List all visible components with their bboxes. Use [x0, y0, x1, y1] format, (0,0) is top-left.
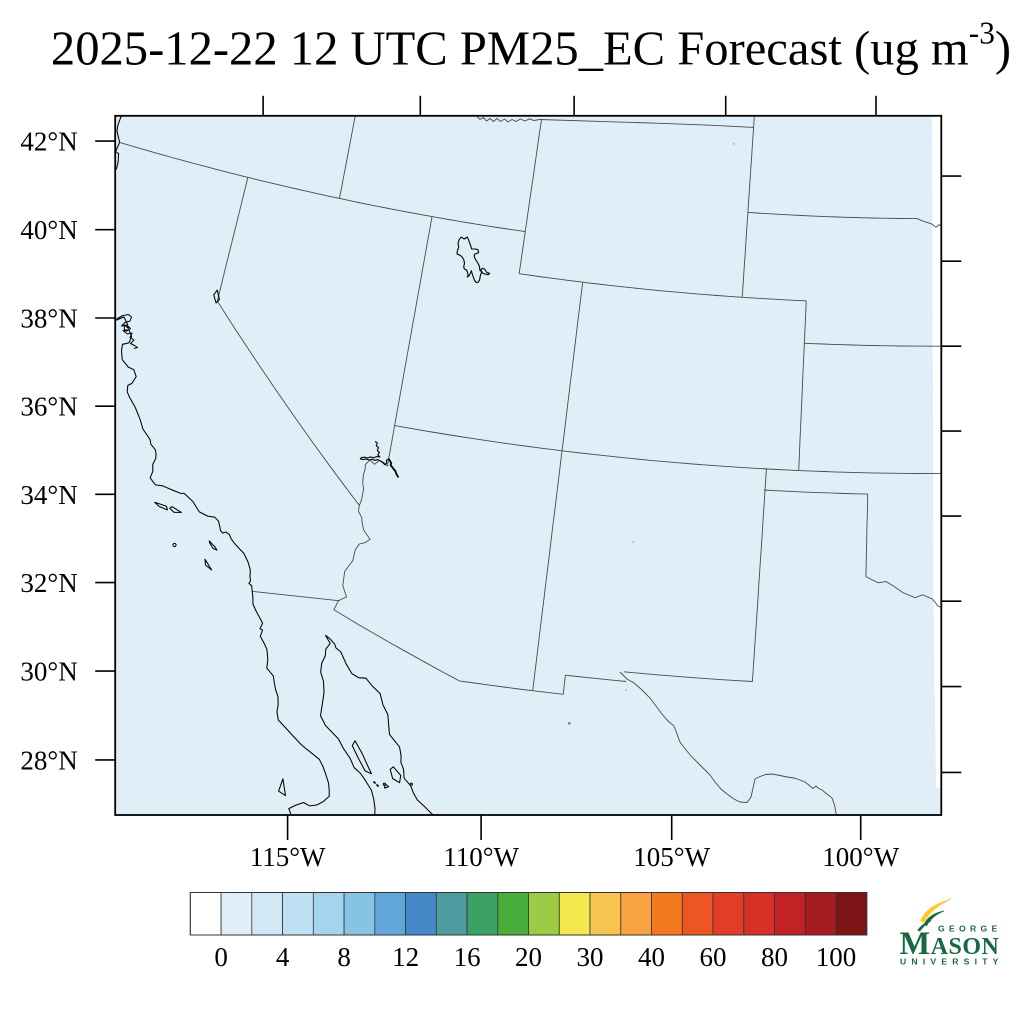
svg-text:32°N: 32°N	[20, 568, 77, 598]
svg-text:80: 80	[761, 942, 788, 972]
svg-text:34°N: 34°N	[20, 480, 77, 510]
svg-text:16: 16	[454, 942, 481, 972]
svg-text:110°W: 110°W	[443, 842, 519, 872]
svg-text:42°N: 42°N	[20, 127, 77, 157]
svg-text:20: 20	[515, 942, 542, 972]
svg-text:36°N: 36°N	[20, 392, 77, 422]
svg-text:2025-12-22 12 UTC PM25_EC Fore: 2025-12-22 12 UTC PM25_EC Forecast (ug m…	[51, 16, 1011, 76]
svg-text:38°N: 38°N	[20, 304, 77, 334]
svg-text:115°W: 115°W	[250, 842, 326, 872]
svg-text:GEORGE: GEORGE	[938, 924, 1002, 934]
svg-text:105°W: 105°W	[633, 842, 710, 872]
svg-text:28°N: 28°N	[20, 745, 77, 775]
svg-text:30°N: 30°N	[20, 657, 77, 687]
svg-text:8: 8	[337, 942, 351, 972]
svg-text:100: 100	[816, 942, 857, 972]
svg-text:60: 60	[700, 942, 727, 972]
svg-text:100°W: 100°W	[822, 842, 899, 872]
svg-text:4: 4	[276, 942, 290, 972]
svg-text:0: 0	[214, 942, 228, 972]
svg-text:30: 30	[577, 942, 604, 972]
svg-text:40°N: 40°N	[20, 215, 77, 245]
svg-text:UNIVERSITY: UNIVERSITY	[900, 957, 1004, 967]
svg-text:12: 12	[392, 942, 419, 972]
svg-text:40: 40	[638, 942, 665, 972]
